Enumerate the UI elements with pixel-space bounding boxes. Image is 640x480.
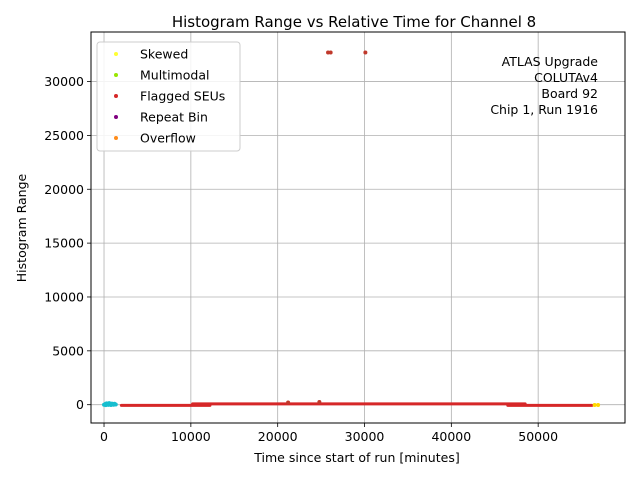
y-tick-label: 10000 <box>44 289 84 304</box>
y-tick-label: 5000 <box>52 343 84 358</box>
data-point <box>111 402 116 407</box>
annotation-line: ATLAS Upgrade <box>502 54 599 69</box>
y-tick-label: 30000 <box>44 74 84 89</box>
data-point <box>317 399 322 404</box>
x-axis: 0 10000 20000 30000 40000 50000 <box>100 423 558 444</box>
x-tick-label: 0 <box>100 429 108 444</box>
y-tick-label: 15000 <box>44 236 84 251</box>
annotation-line: Chip 1, Run 1916 <box>490 102 598 117</box>
data-point <box>363 50 368 55</box>
legend-label: Repeat Bin <box>140 110 208 125</box>
plot-frame <box>90 31 626 424</box>
y-tick-label: 25000 <box>44 128 84 143</box>
x-tick-label: 30000 <box>345 429 385 444</box>
legend-label: Skewed <box>140 47 188 62</box>
legend-marker <box>114 136 118 140</box>
data-point <box>596 403 601 408</box>
legend-marker <box>114 115 118 119</box>
y-tick-label: 20000 <box>44 182 84 197</box>
chart-title: Histogram Range vs Relative Time for Cha… <box>172 13 536 31</box>
legend-marker <box>114 73 118 77</box>
legend-label: Multimodal <box>140 68 209 83</box>
legend-frame <box>96 41 241 152</box>
y-axis-label: Histogram Range <box>14 173 29 282</box>
y-axis: 0 5000 10000 15000 20000 25000 30000 <box>44 74 91 412</box>
plot-marks <box>102 50 601 408</box>
annotation-line: Board 92 <box>541 86 598 101</box>
legend: Skewed Multimodal Flagged SEUs Repeat Bin Ov… <box>96 41 241 152</box>
x-axis-label: Time since start of run [minutes] <box>253 450 459 465</box>
data-point <box>328 50 333 55</box>
legend-label: Overflow <box>140 131 196 146</box>
x-tick-label: 50000 <box>518 429 558 444</box>
data-point <box>592 403 597 408</box>
x-tick-label: 40000 <box>431 429 471 444</box>
annotation-line: COLUTAv4 <box>534 70 598 85</box>
x-tick-label: 10000 <box>171 429 211 444</box>
y-tick-label: 0 <box>76 397 84 412</box>
legend-marker <box>114 94 118 98</box>
legend-marker <box>114 52 118 56</box>
x-tick-label: 20000 <box>258 429 298 444</box>
legend-label: Flagged SEUs <box>140 89 225 104</box>
data-point <box>286 400 291 405</box>
